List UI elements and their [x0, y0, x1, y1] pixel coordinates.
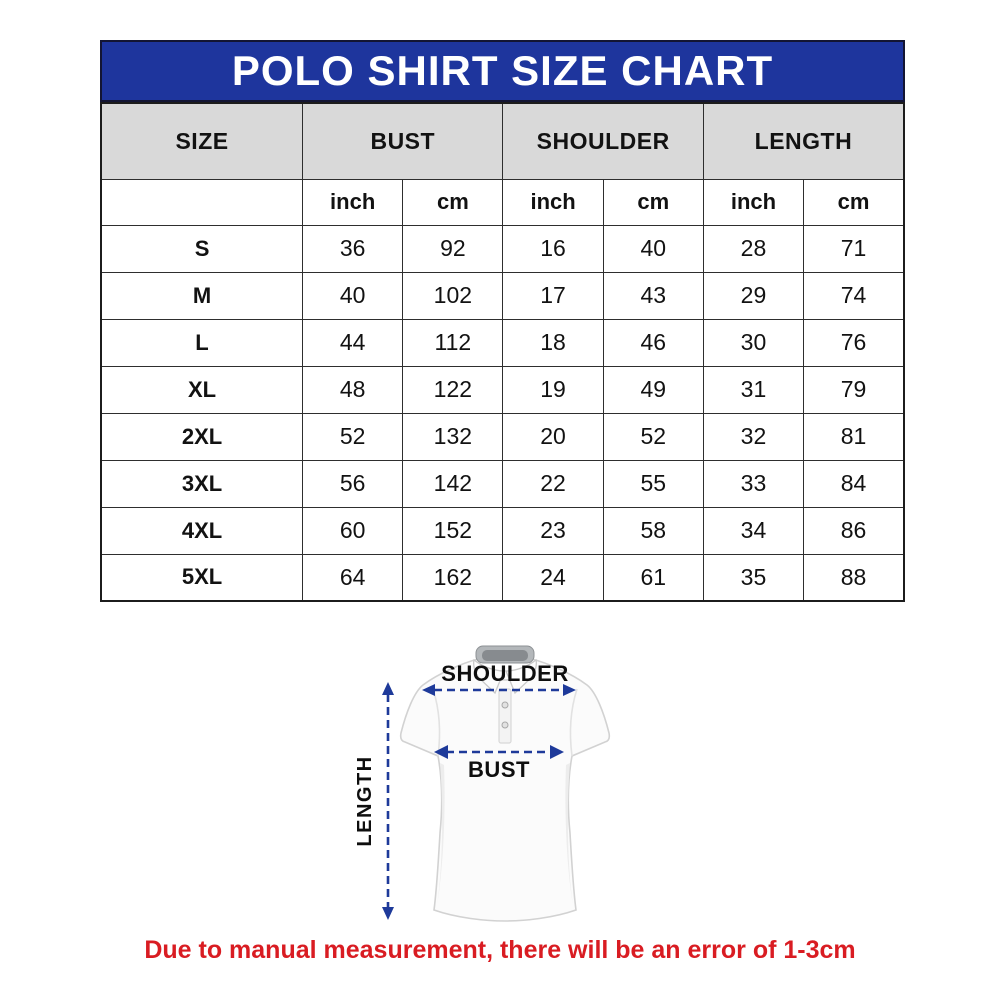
unit-header-empty: [100, 178, 304, 226]
measurement-cell: 58: [602, 506, 704, 555]
measurement-cell: 29: [702, 271, 805, 320]
size-row-m: M 40 102 17 43 29 74: [100, 271, 905, 320]
measurement-diagram: SHOULDER BUST LENGTH: [345, 633, 675, 943]
measurement-note: Due to manual measurement, there will be…: [144, 936, 856, 964]
length-label: LENGTH: [354, 755, 376, 846]
measurement-cell: 88: [803, 553, 905, 602]
bust-arrow: [434, 745, 564, 759]
measurement-cell: 34: [702, 506, 805, 555]
measurement-cell: 46: [602, 318, 704, 367]
column-header-row: SIZE BUST SHOULDER LENGTH: [100, 102, 905, 180]
size-label: S: [100, 224, 304, 273]
unit-header-row: inch cm inch cm inch cm: [100, 178, 905, 226]
measurement-cell: 52: [602, 412, 704, 461]
measurement-cell: 52: [302, 412, 404, 461]
measurement-cell: 92: [402, 224, 504, 273]
size-row-xl: XL 48 122 19 49 31 79: [100, 365, 905, 414]
measurement-cell: 86: [803, 506, 905, 555]
bust-label: BUST: [468, 757, 530, 782]
size-row-3xl: 3XL 56 142 22 55 33 84: [100, 459, 905, 508]
measurement-cell: 32: [702, 412, 805, 461]
measurement-cell: 61: [602, 553, 704, 602]
measurement-cell: 102: [402, 271, 504, 320]
measurement-cell: 49: [602, 365, 704, 414]
measurement-cell: 48: [302, 365, 404, 414]
unit-header-bust-cm: cm: [402, 178, 504, 226]
polo-shirt-icon: [399, 645, 611, 922]
measurement-cell: 84: [803, 459, 905, 508]
measurement-cell: 22: [502, 459, 604, 508]
measurement-cell: 17: [502, 271, 604, 320]
col-header-shoulder: SHOULDER: [502, 102, 704, 180]
measurement-cell: 81: [803, 412, 905, 461]
chart-title-banner: POLO SHIRT SIZE CHART: [100, 40, 905, 102]
chart-title: POLO SHIRT SIZE CHART: [231, 47, 774, 94]
unit-header-shoulder-cm: cm: [602, 178, 704, 226]
col-header-length: LENGTH: [702, 102, 905, 180]
measurement-cell: 19: [502, 365, 604, 414]
measurement-cell: 40: [302, 271, 404, 320]
measurement-cell: 18: [502, 318, 604, 367]
size-row-s: S 36 92 16 40 28 71: [100, 224, 905, 273]
length-arrow: [382, 682, 394, 920]
size-label: 5XL: [100, 553, 304, 602]
measurement-cell: 142: [402, 459, 504, 508]
measurement-cell: 40: [602, 224, 704, 273]
measurement-cell: 71: [803, 224, 905, 273]
unit-header-bust-inch: inch: [302, 178, 404, 226]
size-label: 4XL: [100, 506, 304, 555]
col-header-bust: BUST: [302, 102, 504, 180]
measurement-cell: 33: [702, 459, 805, 508]
measurement-cell: 74: [803, 271, 905, 320]
measurement-cell: 132: [402, 412, 504, 461]
unit-header-length-cm: cm: [803, 178, 905, 226]
measurement-cell: 44: [302, 318, 404, 367]
measurement-cell: 76: [803, 318, 905, 367]
measurement-cell: 43: [602, 271, 704, 320]
col-header-size: SIZE: [100, 102, 304, 180]
measurement-cell: 56: [302, 459, 404, 508]
size-table: SIZE BUST SHOULDER LENGTH inch cm inch c…: [100, 102, 905, 602]
measurement-cell: 122: [402, 365, 504, 414]
size-label: XL: [100, 365, 304, 414]
measurement-cell: 23: [502, 506, 604, 555]
size-label: 3XL: [100, 459, 304, 508]
size-row-4xl: 4XL 60 152 23 58 34 86: [100, 506, 905, 555]
measurement-cell: 60: [302, 506, 404, 555]
measurement-cell: 79: [803, 365, 905, 414]
shoulder-label: SHOULDER: [441, 661, 568, 686]
measurement-cell: 16: [502, 224, 604, 273]
measurement-cell: 64: [302, 553, 404, 602]
unit-header-shoulder-inch: inch: [502, 178, 604, 226]
measurement-cell: 20: [502, 412, 604, 461]
size-row-5xl: 5XL 64 162 24 61 35 88: [100, 553, 905, 602]
size-label: M: [100, 271, 304, 320]
unit-header-length-inch: inch: [702, 178, 805, 226]
shoulder-arrow: [422, 684, 576, 696]
measurement-cell: 24: [502, 553, 604, 602]
measurement-cell: 35: [702, 553, 805, 602]
measurement-cell: 152: [402, 506, 504, 555]
size-label: L: [100, 318, 304, 367]
size-label: 2XL: [100, 412, 304, 461]
measurement-cell: 31: [702, 365, 805, 414]
size-row-l: L 44 112 18 46 30 76: [100, 318, 905, 367]
measurement-cell: 36: [302, 224, 404, 273]
measurement-cell: 30: [702, 318, 805, 367]
measurement-cell: 162: [402, 553, 504, 602]
measurement-cell: 112: [402, 318, 504, 367]
size-row-2xl: 2XL 52 132 20 52 32 81: [100, 412, 905, 461]
measurement-cell: 55: [602, 459, 704, 508]
measurement-cell: 28: [702, 224, 805, 273]
